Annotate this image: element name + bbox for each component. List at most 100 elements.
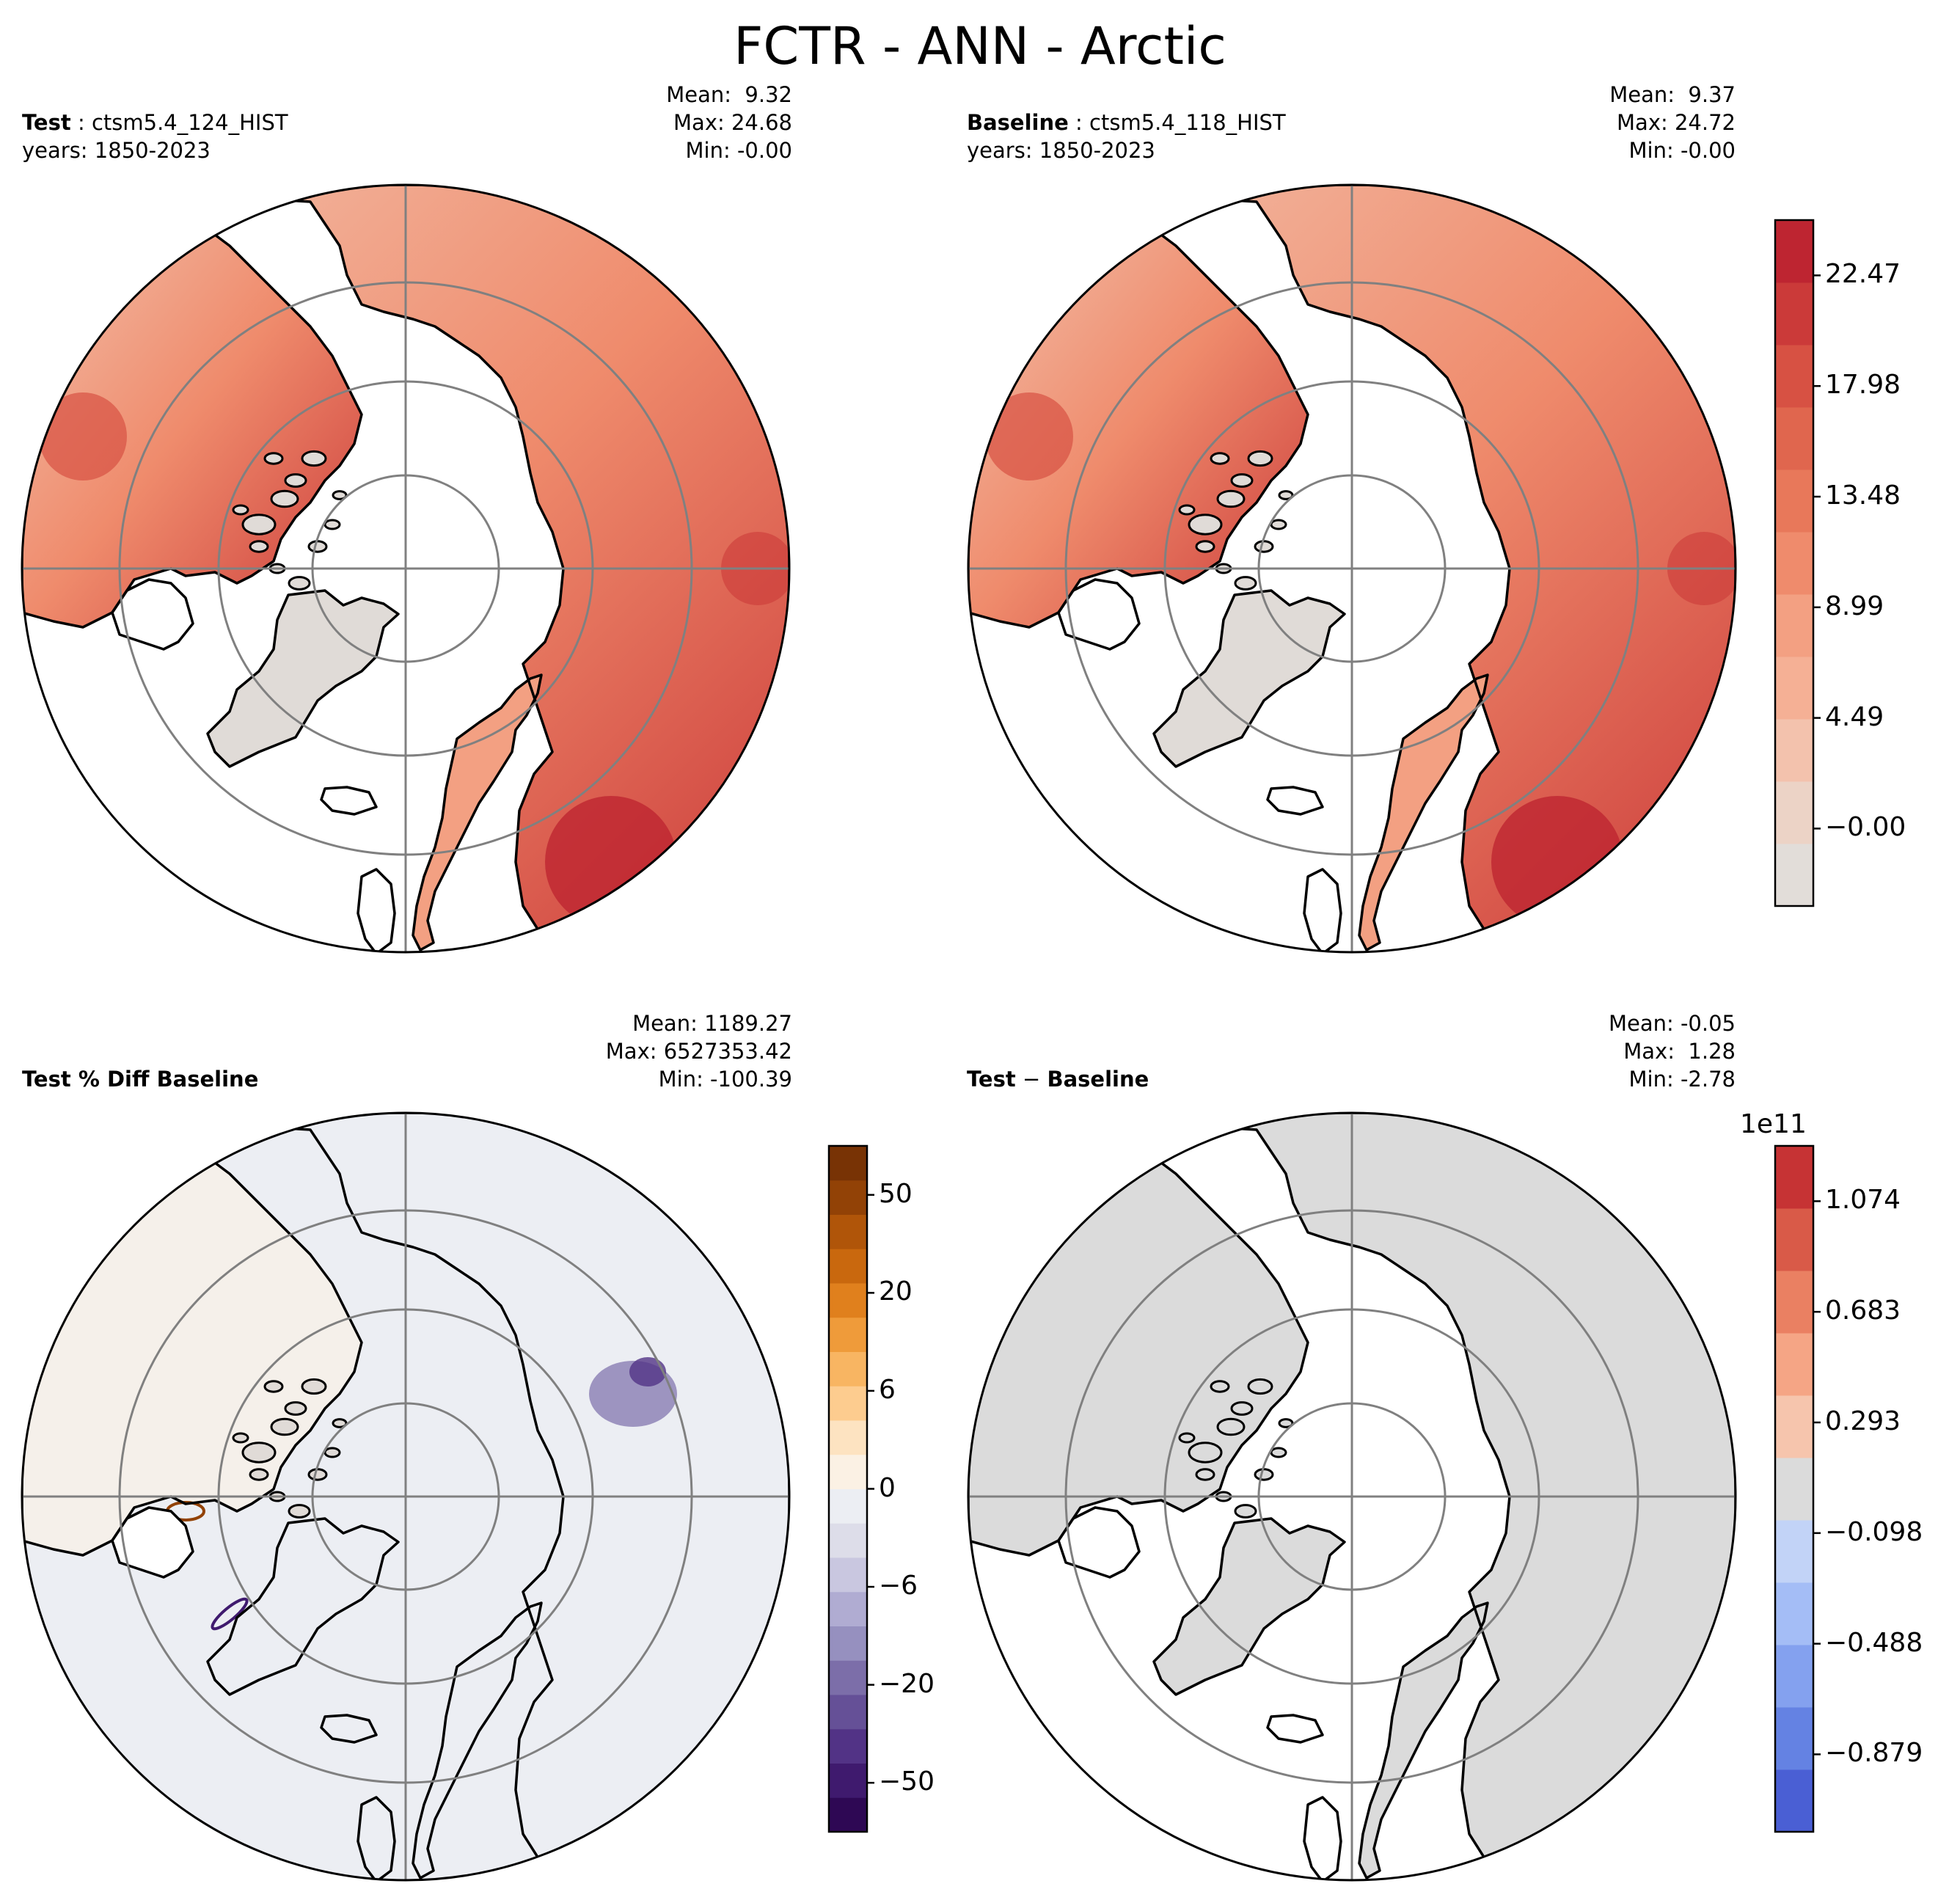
pct-colorbar-bin [829,1386,867,1421]
diff-colorbar-bin [1775,1208,1813,1271]
pct-colorbar-bin [829,1454,867,1489]
test-mean: Mean: 9.32 [666,82,792,107]
pct-diff-island [249,1468,269,1481]
test-coast-uk [356,868,396,952]
diff-island [1210,1380,1230,1393]
diff-island [1216,1417,1246,1436]
diff-coast-uk [1303,1796,1342,1880]
main-colorbar-tick-label: 17.98 [1825,370,1901,401]
pct-diff-map-clipped [22,1113,789,1880]
pct-diff-island [301,1378,327,1395]
baseline-hotspot-alaska [985,392,1073,481]
main-colorbar-bin [1775,220,1813,283]
pct-colorbar-bin [829,1249,867,1284]
test-coast-scandinavia [412,673,543,951]
test-max: Max: 24.68 [673,110,792,135]
diff-colorbar-tick-label: −0.098 [1825,1516,1923,1547]
baseline-island [1210,452,1230,465]
pct-colorbar-tick-label: −50 [879,1766,935,1797]
baseline-island [1230,473,1254,488]
diff-island [1230,1401,1254,1416]
pct-diff-coast-iceland [320,1714,378,1744]
test-coast-canadaInlet [111,578,194,651]
main-colorbar-tick-label: 13.48 [1825,481,1901,511]
main-colorbar-bin [1775,844,1813,907]
pct-colorbar-tick-label: 0 [879,1472,896,1503]
test-island [323,519,341,530]
diff-island [1254,1468,1274,1481]
pct-colorbar-bin [829,1557,867,1593]
pct-diff-island [288,1504,311,1519]
test-island [332,490,348,500]
pct-diff-coast-greenland [206,1517,400,1696]
baseline-greenland-fill [1154,591,1345,767]
test-island [301,450,327,467]
baseline-stats: Mean: 9.37 Max: 24.72 Min: -0.00 [1515,81,1736,164]
baseline-island [1195,540,1215,553]
main-colorbar-tick-label: −0.00 [1825,812,1906,843]
pct-colorbar-bin [829,1317,867,1352]
baseline-coast-uk [1303,868,1342,952]
baseline-hotspot-europe [1491,796,1623,928]
diff-colorbar-tick-label: 0.683 [1825,1296,1901,1326]
baseline-island [1247,450,1273,467]
baseline-island [1216,489,1246,508]
baseline-island [1278,490,1294,500]
pct-diff-coast-canadaInlet [111,1506,194,1579]
pct-diff-island [332,1418,348,1428]
pct-diff-map-border [21,1111,791,1882]
test-years: years: 1850-2023 [22,138,211,163]
test-map-border [21,183,791,954]
main-colorbar-bin [1775,282,1813,346]
baseline-coast-canadaInlet [1057,578,1141,651]
pct-colorbar-bin [829,1626,867,1661]
diff-colorbar-exponent: 1e11 [1740,1109,1807,1139]
diff-label-rest: Baseline [1047,1067,1149,1092]
baseline-mean: Mean: 9.37 [1609,82,1736,107]
pct-diff-stats: Mean: 1189.27 Max: 6527353.42 Min: -100.… [499,1009,792,1093]
test-panel-label: Test : ctsm5.4_124_HIST years: 1850-2023 [22,109,288,164]
diff-label-sep: − [1015,1067,1047,1092]
main-colorbar [1774,219,1821,907]
baseline-label-sep: : [1068,110,1090,135]
test-map-content [22,185,789,952]
baseline-island [1188,514,1223,536]
diff-coast-greenland [1152,1517,1346,1696]
baseline-map [967,183,1737,954]
pct-colorbar-bin [829,1797,867,1833]
diff-colorbar-bin [1775,1333,1813,1396]
diff-island [1247,1378,1273,1395]
pct-colorbar-tick-label: 20 [879,1276,913,1307]
test-hudson-bay [112,580,193,649]
diff-colorbar-bin [1775,1645,1813,1708]
test-coast-greenland [206,589,400,768]
pct-colorbar-tick-label: 6 [879,1374,896,1405]
pct-diff-island [307,1468,328,1481]
diff-colorbar-bin [1775,1395,1813,1458]
pct-diff-coast-eurasia [22,1113,789,1880]
baseline-island [1178,504,1196,516]
diff-gray-eurasia [968,1113,1736,1880]
pct-colorbar-bin [829,1146,867,1181]
test-field-eurasia [22,185,789,952]
baseline-island [1270,519,1287,530]
test-island [284,473,307,488]
pct-diff-map-content [22,1113,789,1880]
diff-colorbar-frame [1774,1144,1815,1833]
diff-colorbar-bin [1775,1458,1813,1521]
pct-colorbar-bin [829,1351,867,1386]
diff-island [1278,1418,1294,1428]
diff-gray-scandinavia [1359,1603,1488,1878]
baseline-max: Max: 24.72 [1617,110,1736,135]
diff-colorbar-tick-label: −0.879 [1825,1738,1923,1769]
test-map [21,183,791,954]
diff-colorbar-bin [1775,1769,1813,1833]
pct-diff-coast-scandinavia [412,1601,543,1879]
baseline-label-case: ctsm5.4_118_HIST [1089,110,1286,135]
diff-label-bold: Test [967,1067,1016,1092]
baseline-coast-greenland [1152,589,1346,768]
diff-colorbar-tick-label: −0.488 [1825,1627,1923,1658]
diff-map-clipped [968,1113,1736,1880]
baseline-field-scandinavia [1359,675,1488,950]
test-coast-eurasia [22,185,789,952]
